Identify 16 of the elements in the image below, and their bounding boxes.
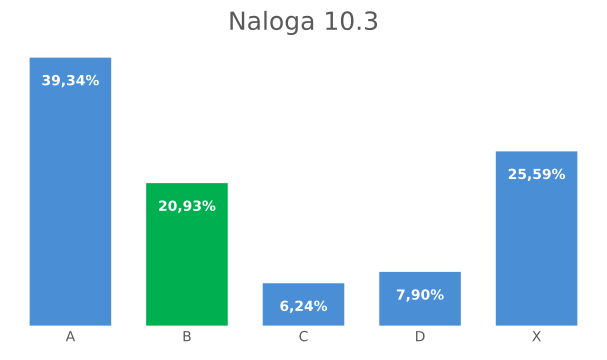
x-tick-label: D xyxy=(416,331,425,342)
data-label: 6,24% xyxy=(280,300,328,313)
bar xyxy=(262,283,344,326)
data-label: 20,93% xyxy=(159,200,216,213)
data-label: 25,59% xyxy=(508,168,566,181)
bar xyxy=(30,58,112,326)
bar xyxy=(496,151,578,326)
chart-title: Naloga 10.3 xyxy=(230,10,378,35)
bar xyxy=(146,183,228,326)
x-tick-label: X xyxy=(532,331,541,342)
x-tick-label: A xyxy=(66,331,76,342)
data-label: 39,34% xyxy=(42,74,99,88)
data-label: 7,90% xyxy=(396,289,444,302)
x-tick-label: C xyxy=(299,330,308,342)
bar xyxy=(379,272,461,326)
x-tick-label: B xyxy=(184,331,191,342)
